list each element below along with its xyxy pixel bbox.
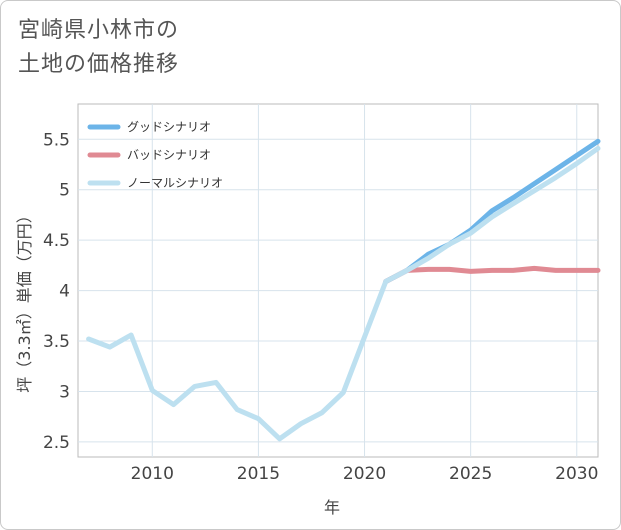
y-tick-label: 2.5 xyxy=(43,433,70,453)
legend: グッドシナリオ バッドシナリオ ノーマルシナリオ xyxy=(87,120,223,190)
grid-lines xyxy=(78,104,598,457)
chart-title-line-2: 土地の価格推移 xyxy=(18,52,180,77)
y-tick-label: 3 xyxy=(59,382,70,402)
y-tick-label: 4.5 xyxy=(43,231,70,251)
y-axis-title: 坪（3.3㎡）単価（万円） xyxy=(15,207,34,392)
y-tick-labels: 2.5 3 3.5 4 4.5 5 5.5 xyxy=(43,130,70,453)
legend-label-good: グッドシナリオ xyxy=(127,120,211,134)
y-tick-label: 5 xyxy=(59,181,70,201)
chart-title-line-1: 宮崎県小林市の xyxy=(18,18,180,43)
x-tick-label: 2020 xyxy=(343,464,386,484)
x-tick-label: 2015 xyxy=(237,464,280,484)
y-tick-label: 4 xyxy=(59,282,70,302)
legend-label-normal: ノーマルシナリオ xyxy=(127,176,223,190)
series-bad-line xyxy=(383,265,601,284)
x-tick-label: 2010 xyxy=(131,464,174,484)
chart-title: 宮崎県小林市の 土地の価格推移 xyxy=(18,14,318,82)
y-tick-label: 3.5 xyxy=(43,332,70,352)
x-axis-title: 年 xyxy=(324,498,340,517)
series-lines xyxy=(86,138,601,442)
y-tick-label: 5.5 xyxy=(43,130,70,150)
x-tick-labels: 2010 2015 2020 2025 2030 xyxy=(131,464,599,484)
x-tick-label: 2025 xyxy=(449,464,492,484)
x-tick-label: 2030 xyxy=(555,464,598,484)
legend-label-bad: バッドシナリオ xyxy=(127,148,211,162)
series-normal-line xyxy=(86,145,601,442)
